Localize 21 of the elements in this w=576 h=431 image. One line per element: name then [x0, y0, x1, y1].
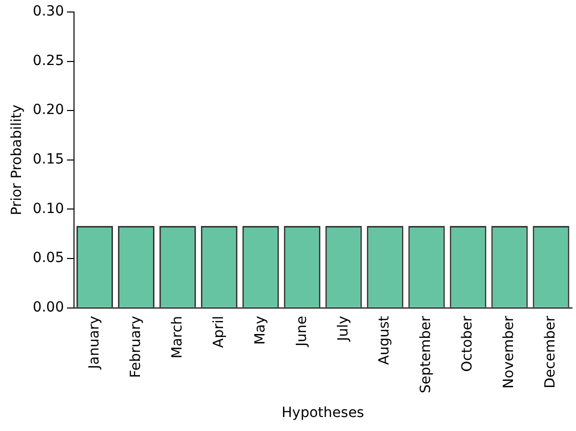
- y-tick-label: 0.20: [32, 102, 64, 118]
- x-tick-label: April: [210, 316, 227, 348]
- y-tick-label: 0.25: [32, 52, 64, 69]
- y-axis-title: Prior Probability: [9, 104, 26, 216]
- x-tick-label: November: [501, 316, 518, 389]
- x-tick-label: September: [418, 316, 434, 394]
- y-tick-label: 0.05: [32, 250, 64, 266]
- x-tick-label: October: [460, 316, 476, 372]
- y-tick-label: 0.15: [32, 152, 64, 168]
- x-tick-label: March: [169, 316, 186, 359]
- x-tick-label: February: [128, 316, 144, 378]
- x-tick-label: January: [86, 316, 102, 370]
- y-tick-label: 0.00: [32, 299, 64, 316]
- y-tick-label: 0.10: [32, 200, 64, 217]
- x-tick-label: May: [252, 316, 268, 345]
- x-axis-title: Hypotheses: [282, 405, 364, 422]
- x-tick-label: August: [376, 315, 393, 365]
- x-tick-label: July: [335, 316, 352, 342]
- x-tick-label: June: [294, 316, 310, 348]
- y-tick-label: 0.30: [32, 4, 64, 20]
- x-tick-label: December: [542, 316, 559, 388]
